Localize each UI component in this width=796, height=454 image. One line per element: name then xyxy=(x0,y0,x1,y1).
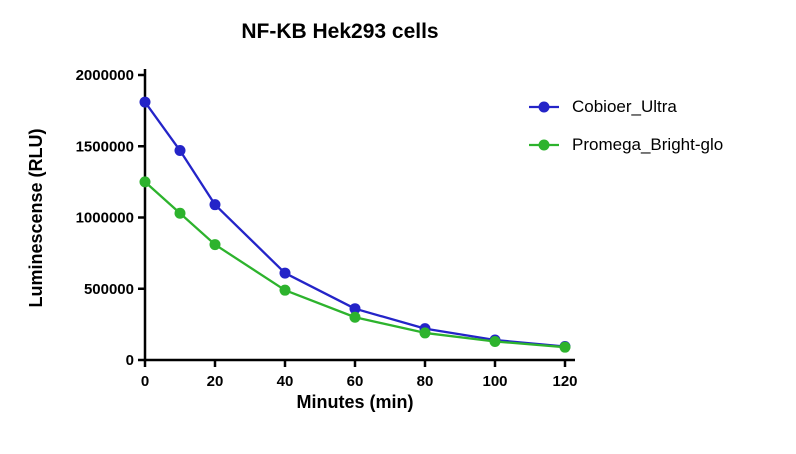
x-tick-label: 40 xyxy=(277,373,294,390)
legend-dot-blue xyxy=(538,101,550,113)
legend: Cobioer_Ultra Promega_Bright-glo xyxy=(528,96,723,156)
chart-title: NF-KB Hek293 cells xyxy=(241,20,439,43)
x-tick-label: 100 xyxy=(482,373,507,390)
data-point-series-1 xyxy=(209,239,221,251)
series-line-0 xyxy=(144,101,566,348)
data-point-series-0 xyxy=(209,199,221,211)
data-point-series-1 xyxy=(559,341,571,353)
legend-dot-green xyxy=(538,139,550,151)
legend-marker-green xyxy=(529,139,559,151)
data-point-series-1 xyxy=(139,176,151,188)
y-tick-label: 2000000 xyxy=(76,67,134,84)
x-tick-label: 60 xyxy=(347,373,364,390)
y-tick-label: 0 xyxy=(126,352,134,369)
y-tick-label: 1500000 xyxy=(76,138,134,155)
x-tick-label: 120 xyxy=(552,373,577,390)
data-point-series-0 xyxy=(279,267,291,279)
data-point-series-1 xyxy=(174,207,186,219)
data-point-series-1 xyxy=(279,284,291,296)
data-point-series-0 xyxy=(349,303,361,315)
legend-marker-blue xyxy=(529,101,559,113)
legend-item-promega-bright-glo: Promega_Bright-glo xyxy=(528,134,723,156)
series-line-1 xyxy=(144,181,566,349)
x-tick-label: 20 xyxy=(207,373,224,390)
data-point-series-1 xyxy=(349,311,361,323)
legend-item-cobioer-ultra: Cobioer_Ultra xyxy=(528,96,723,118)
y-tick-label: 500000 xyxy=(84,281,134,298)
legend-label-cobioer-ultra: Cobioer_Ultra xyxy=(572,97,677,116)
data-point-series-0 xyxy=(139,96,151,108)
legend-label-promega-bright-glo: Promega_Bright-glo xyxy=(572,135,724,154)
data-point-series-1 xyxy=(489,335,501,347)
data-point-series-0 xyxy=(174,145,186,157)
x-tick-label: 0 xyxy=(141,373,149,390)
x-tick-label: 80 xyxy=(417,373,434,390)
x-axis-title: Minutes (min) xyxy=(296,392,414,412)
y-tick-label: 1000000 xyxy=(76,210,134,227)
data-point-series-1 xyxy=(419,327,431,339)
